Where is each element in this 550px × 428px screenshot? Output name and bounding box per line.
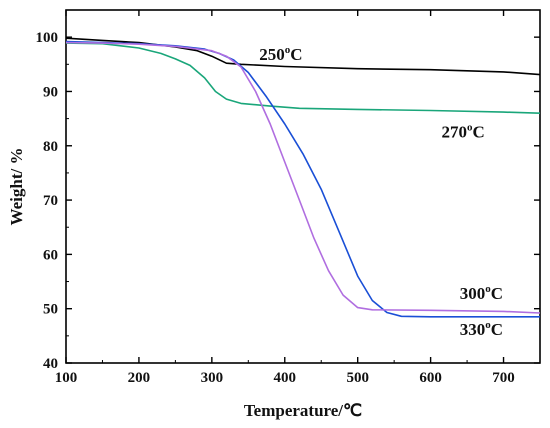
series-label-330: 330oC [460, 319, 503, 339]
y-tick-label: 40 [43, 356, 58, 372]
x-tick-label: 700 [492, 370, 515, 386]
x-tick-label: 400 [274, 370, 297, 386]
x-tick-label: 100 [55, 370, 78, 386]
y-tick-label: 70 [43, 193, 58, 209]
series-label-number: 250 [259, 45, 285, 64]
x-axis-title-unit: ℃ [343, 401, 362, 420]
series-label-unit: C [491, 320, 503, 339]
x-tick-label: 300 [201, 370, 224, 386]
series-label-degree: o [485, 283, 491, 295]
series-label-number: 300 [460, 284, 486, 303]
x-tick-label: 600 [419, 370, 442, 386]
series-line-300 [65, 40, 540, 318]
series-label-270: 270oC [442, 122, 485, 142]
y-tick-label: 90 [43, 84, 58, 100]
x-tick-label: 500 [346, 370, 369, 386]
plot-frame [65, 9, 541, 364]
series-label-300: 300oC [460, 283, 503, 303]
series-label-unit: C [491, 284, 503, 303]
y-tick-label: 60 [43, 247, 58, 263]
series-line-270 [65, 42, 541, 114]
series-line-250 [65, 37, 541, 76]
series-label-degree: o [467, 122, 473, 134]
series-label-unit: C [473, 123, 485, 142]
series-label-unit: C [290, 45, 302, 64]
series-label-250: 250oC [259, 44, 302, 64]
x-axis-title-text: Temperature/ [244, 401, 343, 420]
series-label-number: 330 [460, 320, 486, 339]
y-tick-label: 50 [43, 302, 58, 318]
y-axis-title: Weight/ % [7, 148, 26, 226]
x-tick-label: 200 [128, 370, 151, 386]
y-tick-label: 100 [36, 30, 59, 46]
series-line-330 [65, 41, 541, 314]
x-axis-title: Temperature/℃ [244, 401, 362, 420]
y-tick-label: 80 [43, 139, 58, 155]
series-label-degree: o [485, 319, 491, 331]
series-label-degree: o [285, 44, 291, 56]
series-label-number: 270 [442, 123, 468, 142]
